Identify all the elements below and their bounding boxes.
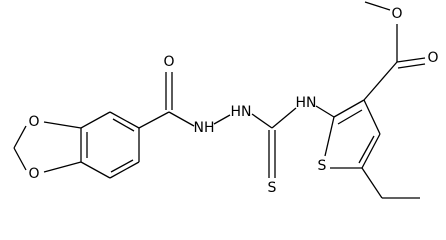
- atom-labels: O O O NH HN S HN S O O: [28, 6, 438, 196]
- atom-label: HN: [296, 95, 317, 111]
- atom-label: S: [318, 158, 327, 174]
- bonds: [13, 1, 426, 199]
- atom-label: S: [268, 180, 277, 196]
- atom-label: O: [28, 166, 39, 182]
- atom-label: O: [163, 54, 174, 70]
- atom-label: HN: [231, 104, 252, 120]
- atom-label: O: [391, 6, 402, 22]
- atom-label: O: [427, 50, 438, 66]
- atom-label: O: [28, 114, 39, 130]
- atom-label: NH: [194, 120, 215, 136]
- molecule: O O O NH HN S HN S O O: [13, 1, 439, 199]
